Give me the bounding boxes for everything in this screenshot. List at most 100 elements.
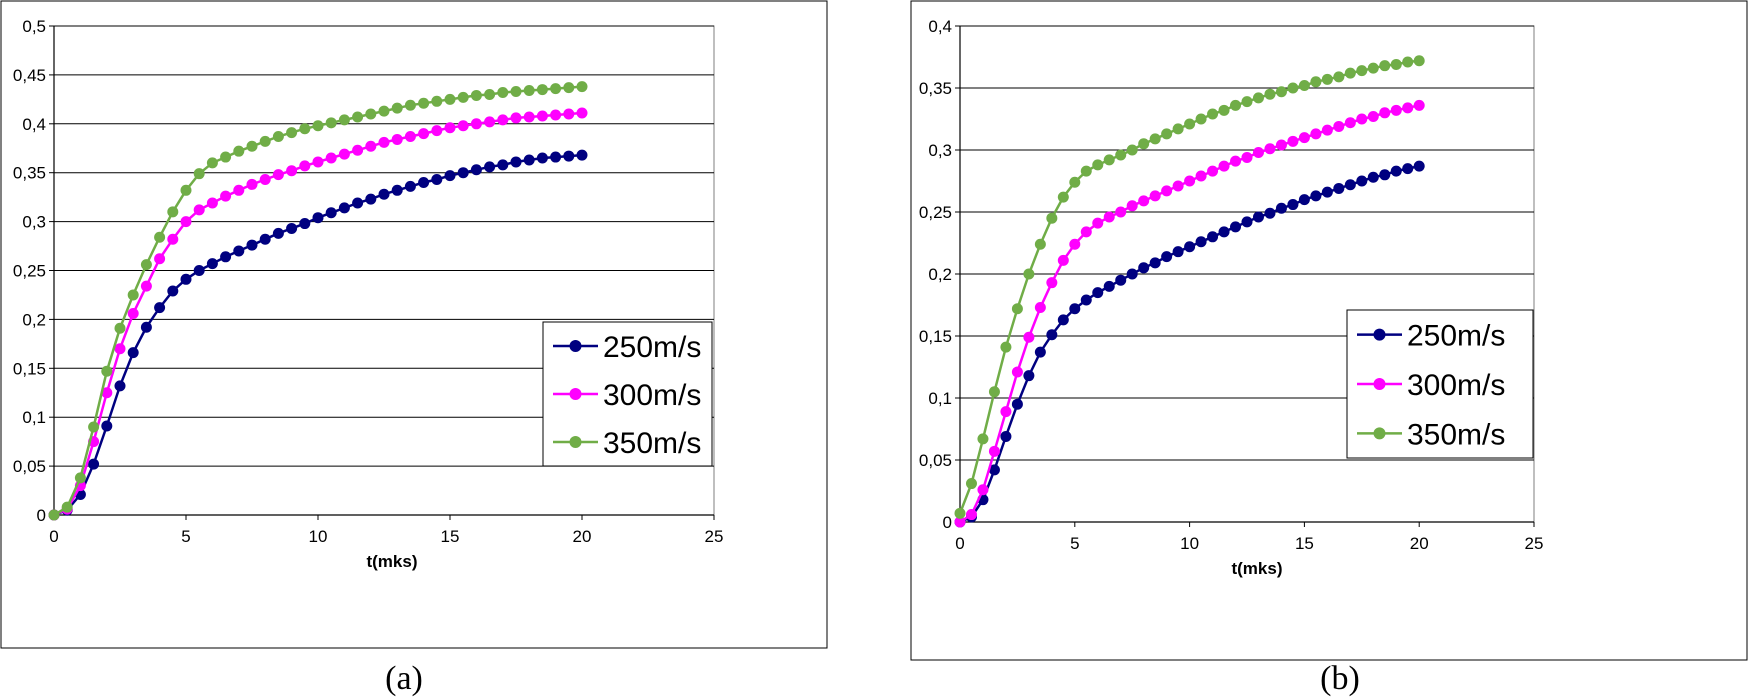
data-point [312, 156, 324, 168]
data-point [1011, 303, 1023, 315]
data-point [233, 184, 245, 196]
data-point [1195, 236, 1207, 248]
data-point [1000, 430, 1012, 442]
data-point [404, 99, 416, 111]
data-point [338, 202, 350, 214]
data-point [1413, 99, 1425, 111]
data-point [576, 107, 588, 119]
data-point [457, 167, 469, 179]
data-point [1333, 71, 1345, 83]
y-tick-label: 0,2 [928, 265, 952, 284]
data-point [1379, 107, 1391, 119]
data-point [154, 231, 166, 243]
data-point [954, 516, 966, 528]
legend-label: 250m/s [603, 331, 701, 364]
data-point [988, 464, 1000, 476]
data-point [1390, 58, 1402, 70]
y-tick-label: 0,1 [928, 389, 952, 408]
x-tick-label: 10 [309, 527, 328, 546]
data-point [180, 184, 192, 196]
legend-label: 300m/s [603, 379, 701, 412]
data-point [259, 174, 271, 186]
x-tick-label: 25 [705, 527, 724, 546]
data-point [206, 157, 218, 169]
series-350m/s [48, 81, 588, 521]
data-point [1069, 238, 1081, 250]
data-point [1057, 254, 1069, 266]
data-point [1321, 73, 1333, 85]
data-point [1275, 86, 1287, 98]
data-point [167, 233, 179, 245]
caption-a: (a) [385, 660, 423, 697]
data-point [220, 251, 232, 263]
data-point [418, 128, 430, 140]
data-point [299, 160, 311, 172]
data-point [338, 148, 350, 160]
data-point [1298, 194, 1310, 206]
data-point [1321, 124, 1333, 136]
legend-marker [569, 388, 582, 400]
chart-b: 0 0,05 0,1 0,15 0,2 0,25 0,3 0,35 0,4 0 5 10 15 20 25 t… [910, 0, 1748, 661]
data-point [536, 84, 548, 96]
data-point [1344, 117, 1356, 129]
legend-marker [1373, 328, 1386, 341]
legend-marker [1373, 378, 1386, 390]
data-point [497, 159, 509, 171]
data-point [167, 285, 179, 297]
data-point [246, 239, 258, 251]
data-point [220, 190, 232, 202]
y-tick-label: 0,15 [919, 327, 952, 346]
x-tick-label: 25 [1525, 534, 1544, 553]
data-point [1023, 370, 1035, 382]
data-point [338, 114, 350, 126]
data-point [1218, 226, 1230, 238]
data-point [1126, 268, 1138, 280]
data-point [470, 89, 482, 101]
data-point [1241, 151, 1253, 163]
data-point [1080, 226, 1092, 238]
chart-panel-b: 0 0,05 0,1 0,15 0,2 0,25 0,3 0,35 0,4 0 5 10 15 20 25 t… [910, 0, 1750, 665]
data-point [1230, 155, 1242, 167]
data-point [1172, 180, 1184, 192]
data-point [1046, 212, 1058, 224]
data-point [1138, 262, 1150, 274]
data-point [536, 152, 548, 164]
data-point [1356, 65, 1368, 77]
data-point [444, 170, 456, 182]
data-point [61, 501, 73, 513]
data-point [523, 111, 535, 123]
data-point [325, 207, 337, 219]
data-point [965, 478, 977, 490]
data-point [378, 188, 390, 200]
data-point [1103, 154, 1115, 166]
data-point [1264, 143, 1276, 155]
y-tick-label: 0,25 [13, 262, 46, 281]
data-point [88, 458, 100, 470]
data-point [1275, 202, 1287, 214]
data-point [1413, 160, 1425, 172]
data-point [1138, 138, 1150, 150]
data-point [1390, 165, 1402, 177]
data-point [1092, 287, 1104, 299]
data-point [1034, 238, 1046, 250]
y-tick-label: 0,1 [22, 408, 46, 427]
data-point [457, 91, 469, 103]
data-point [114, 343, 126, 355]
data-point [1184, 175, 1196, 187]
data-point [1126, 144, 1138, 156]
legend: 250m/s 300m/s 350m/s [1346, 309, 1534, 459]
data-point [1149, 133, 1161, 145]
data-point [193, 265, 205, 276]
data-point [510, 112, 522, 124]
y-tick-label: 0,35 [13, 164, 46, 183]
data-point [272, 169, 284, 181]
data-point [1080, 165, 1092, 177]
data-point [365, 108, 377, 120]
y-tick-label: 0 [943, 513, 952, 532]
data-point [988, 445, 1000, 457]
data-point [1264, 207, 1276, 219]
data-point [523, 154, 535, 166]
data-point [1000, 341, 1012, 353]
data-point [1241, 216, 1253, 228]
data-point [484, 88, 496, 100]
